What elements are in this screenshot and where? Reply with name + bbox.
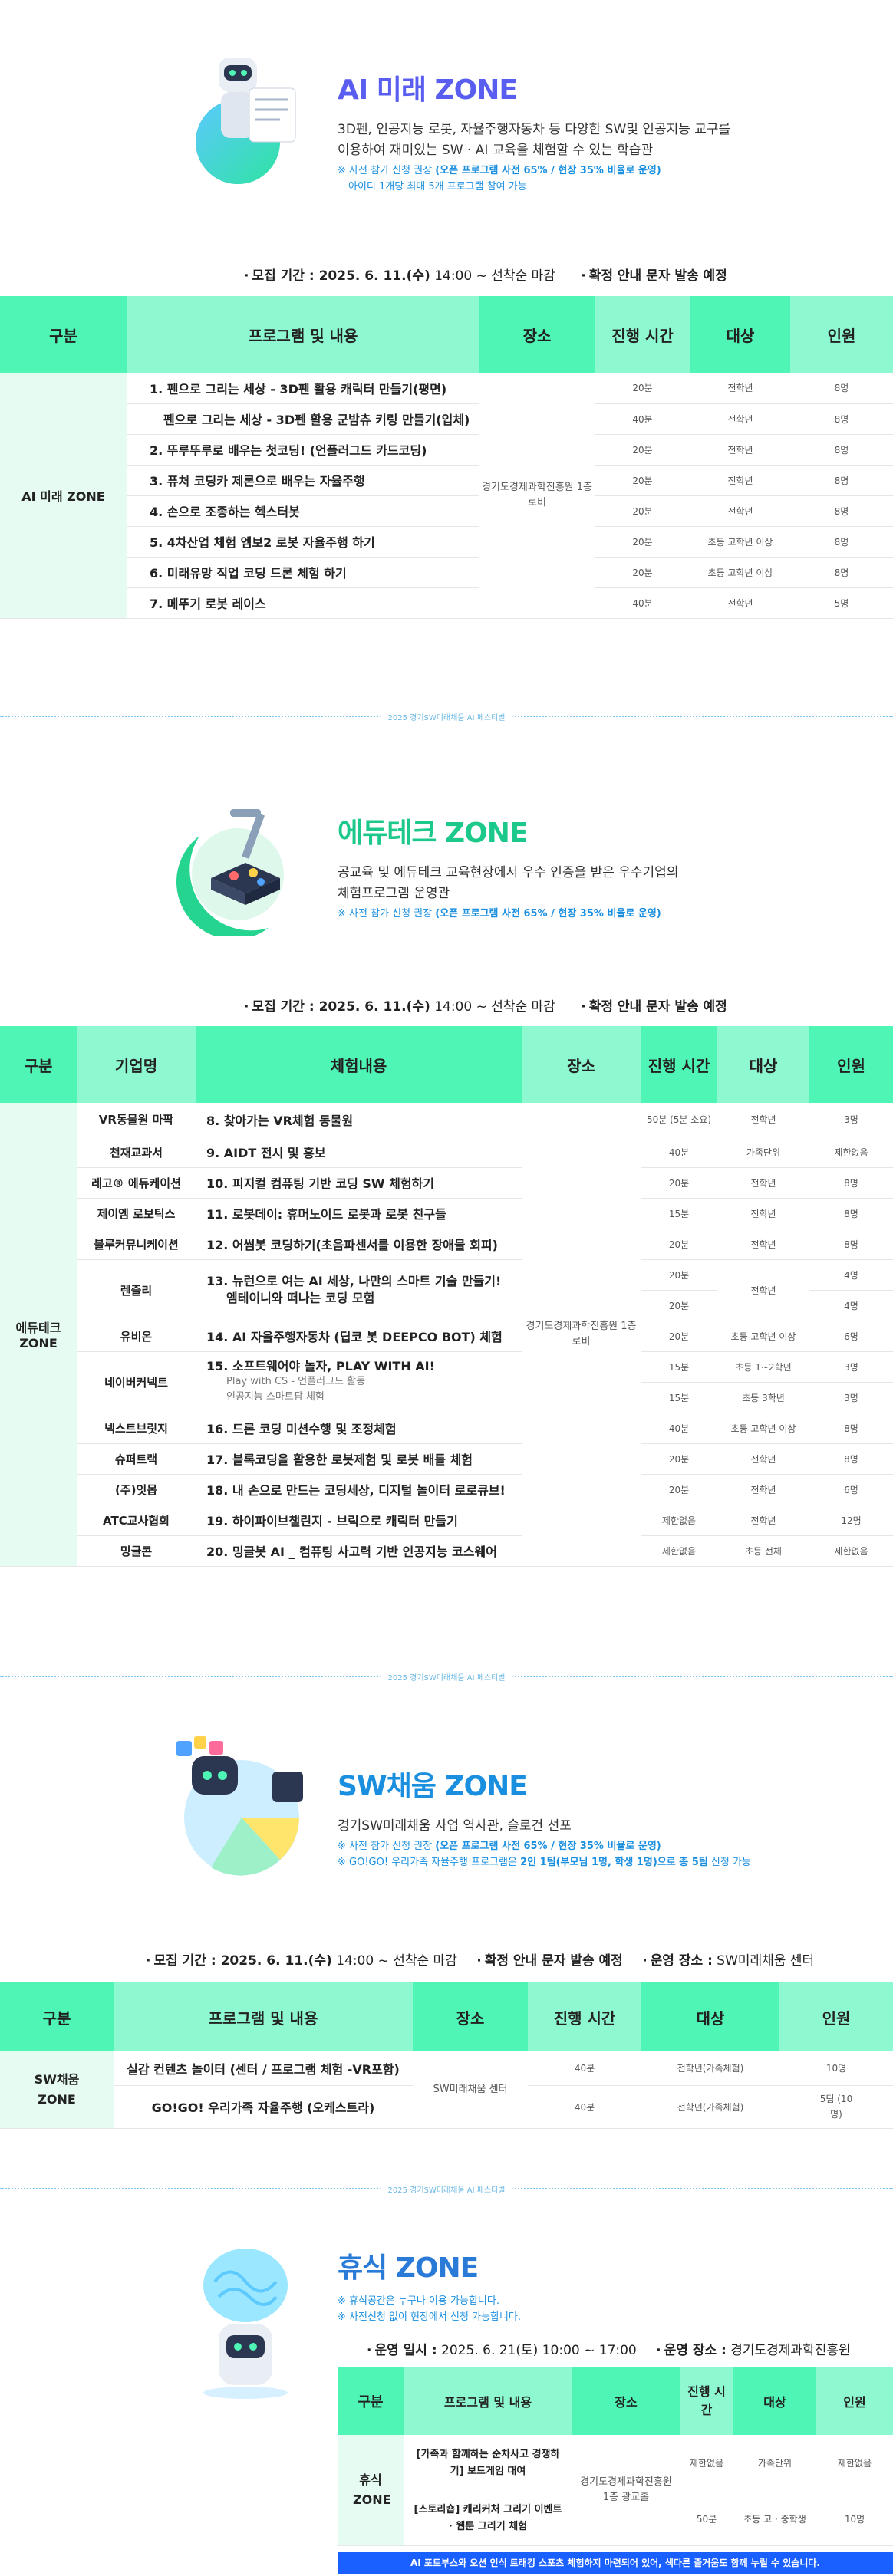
robot-icon xyxy=(196,58,296,184)
table-row: 7. 메뚜기 로봇 레이스 40분 전학년 5명 xyxy=(0,587,893,619)
ai-note-2: 아이디 1개당 최대 5개 프로그램 참여 가능 xyxy=(348,181,527,192)
sw-program-table: 구분 프로그램 및 내용 장소 진행 시간 대상 인원 SW채움 ZONE 실감… xyxy=(0,1982,893,2129)
edutech-zone-section: 에듀테크 ZONE 공교육 및 에듀테크 교육현장에서 우수 인증을 받은 우수… xyxy=(0,736,893,1672)
section-divider: 2025 경기SW미래채움 AI 페스티벌 xyxy=(0,2183,893,2195)
rest-note-2: ※ 사전신청 없이 현장에서 신청 가능합니다. xyxy=(338,2311,522,2323)
ai-zone-desc-2: 이용하여 재미있는 SW · AI 교육을 체험할 수 있는 학습관 xyxy=(338,143,654,158)
table-row: 4. 손으로 조종하는 헥스터봇 20분 전학년 8명 xyxy=(0,495,893,527)
rest-period: · 운영 일시 : 2025. 6. 21(토) 10:00 ~ 17:00 · 운… xyxy=(367,2343,851,2358)
table-row: 3. 퓨처 코딩카 제론으로 배우는 자율주행 20분 전학년 8명 xyxy=(0,465,893,496)
place-cell: 경기도경제과학진흥원 1층 광교홀 xyxy=(572,2435,680,2546)
ai-note-1-bold: (오픈 프로그램 사전 65% / 현장 35% 비율로 운영) xyxy=(435,165,661,176)
header-target: 대상 xyxy=(690,296,790,373)
table-row: 렌즐리 13. 뉴런으로 여는 AI 세상, 나만의 스마트 기술 만들기! 엠테… xyxy=(0,1259,893,1321)
sw-zone-section: SW채움 ZONE 경기SW미래채움 사업 역사관, 슬로건 선포 ※ 사전 참… xyxy=(0,1695,893,2186)
table-row: 5. 4차산업 체험 엠보2 로봇 자율주행 하기 20분 초등 고학년 이상 8명 xyxy=(0,526,893,558)
rest-zone-title: 휴식 ZONE xyxy=(338,2252,479,2284)
table-row: GO!GO! 우리가족 자율주행 (오케스트라) 40분 전학년(가족체험) 5… xyxy=(0,2085,893,2129)
table-row: 펜으로 그리는 세상 - 3D펜 활용 군밤츄 키링 만들기(입체) 40분 전학년… xyxy=(0,403,893,435)
place-cell: 경기도경제과학진흥원 1층 로비 xyxy=(522,1103,641,1567)
table-row: 제이엠 로보틱스 11. 로봇데이: 휴머노이드 로봇과 로봇 친구들 15분 전학년… xyxy=(0,1198,893,1229)
ai-zone-section: AI 미래 ZONE 3D펜, 인공지능 로봇, 자율주행자동차 등 다양한 S… xyxy=(0,0,893,713)
table-row: 천재교과서 9. AIDT 전시 및 홍보 40분 가족단위 제한없음 xyxy=(0,1137,893,1168)
place-cell: 경기도경제과학진흥원 1층 로비 xyxy=(479,373,595,619)
table-row: 15분 초등 3학년 3명 xyxy=(0,1382,893,1413)
table-row: [스토리숍] 캐리커처 그리기 이벤트 · 웹툰 그리기 체험 50분 초등 고… xyxy=(338,2492,893,2546)
table-row: (주)잇몹 18. 내 손으로 만드는 코딩세상, 디지털 놀이터 로로큐브! 20… xyxy=(0,1474,893,1505)
category-cell: 에듀테크 ZONE xyxy=(0,1103,77,1567)
category-cell: AI 미래 ZONE xyxy=(0,373,127,619)
rest-note-1: ※ 휴식공간은 누구나 이용 가능합니다. xyxy=(338,2295,499,2307)
table-row: 넥스트브릿지 16. 드론 코딩 미션수행 및 조정체험 40분 초등 고학년 이상 8… xyxy=(0,1413,893,1444)
table-row: 6. 미래유망 직업 코딩 드론 체험 하기 20분 초등 고학년 이상 8명 xyxy=(0,557,893,588)
table-row: 에듀테크 ZONE VR동물원 마팍 8. 찾아가는 VR체험 동물원 경기도경… xyxy=(0,1103,893,1567)
edutech-program-table: 구분 기업명 체험내용 장소 진행 시간 대상 인원 에듀테크 ZONE VR동… xyxy=(0,1026,893,1567)
ai-program-table: 구분 프로그램 및 내용 장소 진행 시간 대상 인원 AI 미래 ZONE 1… xyxy=(0,296,893,619)
table-row: 레고® 에듀케이션 10. 피지컬 컴퓨팅 기반 코딩 SW 체험하기 20분 전학년… xyxy=(0,1167,893,1199)
sw-note-1-bold: (오픈 프로그램 사전 65% / 현장 35% 비율로 운영) xyxy=(435,1841,661,1852)
table-row: 휴식 ZONE [가족과 함께하는 순차사고 경쟁하기] 보드게임 대여 경기도… xyxy=(338,2435,893,2546)
table-row: 블루커뮤니케이션 12. 어썸봇 코딩하기(초음파센서를 이용한 장애물 회피) 2… xyxy=(0,1229,893,1260)
header-place: 장소 xyxy=(479,296,595,373)
ai-robot-illustration xyxy=(176,42,307,188)
table-row: 슈퍼트랙 17. 블록코딩을 활용한 로봇제험 및 로봇 배틀 체험 20분 전학년 8… xyxy=(0,1443,893,1475)
rest-footnote: AI 포토부스와 오션 인식 트래킹 스포츠 체험하지 마련되어 있어, 색다른… xyxy=(338,2552,893,2574)
brain-icon xyxy=(203,2249,288,2399)
table-row: 2. 뚜루뚜루로 배우는 첫코딩! (언플러그드 카드코딩) 20분 전학년 8명 xyxy=(0,434,893,466)
section-divider: 2025 경기SW미래채움 AI 페스티벌 xyxy=(0,1671,893,1683)
ai-period: · 모집 기간 : 2025. 6. 11.(수) 14:00 ~ 선착순 마감 … xyxy=(244,268,727,284)
category-cell: SW채움 ZONE xyxy=(0,2051,114,2129)
sw-note-2: ※ GO!GO! 우리가족 자율주행 프로그램은 xyxy=(338,1857,517,1868)
edutech-desc-1: 공교육 및 에듀테크 교육현장에서 우수 인증을 받은 우수기업의 xyxy=(338,865,679,880)
rest-illustration xyxy=(192,2239,299,2400)
table-row: 유비온 14. AI 자율주행자동차 (딥코 봇 DEEPCO BOT) 체험 20… xyxy=(0,1321,893,1352)
section-divider: 2025 경기SW미래채움 AI 페스티벌 xyxy=(0,711,893,722)
edutech-note-1-bold: (오픈 프로그램 사전 65% / 현장 35% 비율로 운영) xyxy=(435,908,661,920)
sw-zone-title: SW채움 ZONE xyxy=(338,1771,528,1802)
sw-illustration xyxy=(165,1726,311,1879)
edutech-illustration xyxy=(176,790,307,939)
table-row: AI 미래 ZONE 1. 펜으로 그리는 세상 - 3D펜 활용 캐릭터 만들… xyxy=(0,373,893,619)
sw-note-2-suffix: 신청 가능 xyxy=(710,1857,751,1868)
sw-period: · 모집 기간 : 2025. 6. 11.(수) 14:00 ~ 선착순 마감 … xyxy=(146,1953,815,1969)
edutech-desc-2: 체험프로그램 운영관 xyxy=(338,886,450,901)
robot-vr-icon xyxy=(176,1736,303,1876)
edutech-note-1: ※ 사전 참가 신청 권장 xyxy=(338,908,433,920)
place-cell: SW미래채움 센터 xyxy=(413,2051,528,2129)
table-row: 네이버커넥트 15. 소프트웨어야 놀자, PLAY WITH AI! Play … xyxy=(0,1351,893,1413)
ai-zone-desc-1: 3D펜, 인공지능 로봇, 자율주행자동차 등 다양한 SW및 인공지능 교구를 xyxy=(338,122,731,137)
ai-note-1: ※ 사전 참가 신청 권장 xyxy=(338,165,433,176)
table-row: SW채움 ZONE 실감 컨텐츠 놀이터 (센터 / 프로그램 체험 -VR포함… xyxy=(0,2051,893,2129)
edutech-period: · 모집 기간 : 2025. 6. 11.(수) 14:00 ~ 선착순 마감 … xyxy=(244,999,727,1015)
sw-note-2-bold: 2인 1팀(부모님 1명, 학생 1명)으로 총 5팀 xyxy=(520,1857,708,1868)
table-row: 20분 4명 xyxy=(0,1290,893,1321)
header-time: 진행 시간 xyxy=(595,296,690,373)
category-cell: 휴식 ZONE xyxy=(338,2435,404,2546)
header-count: 인원 xyxy=(790,296,893,373)
table-row: 밍글콘 20. 밍글봇 AI _ 컴퓨팅 사고력 기반 인공지능 코스웨어 제한없음… xyxy=(0,1535,893,1567)
rest-program-table: 구분 프로그램 및 내용 장소 진행 시간 대상 인원 휴식 ZONE [가족과… xyxy=(338,2367,893,2546)
ai-zone-title: AI 미래 ZONE xyxy=(338,74,518,106)
robot-arm-icon xyxy=(176,809,284,939)
header-category: 구분 xyxy=(0,296,127,373)
edutech-zone-title: 에듀테크 ZONE xyxy=(338,818,528,849)
table-row: ATC교사협회 19. 하이파이브챌린지 - 브릭으로 캐릭터 만들기 제한없음 전학… xyxy=(0,1505,893,1536)
header-program: 프로그램 및 내용 xyxy=(127,296,479,373)
rest-zone-section: 휴식 ZONE ※ 휴식공간은 누구나 이용 가능합니다. ※ 사전신청 없이 … xyxy=(0,2209,893,2576)
sw-desc-1: 경기SW미래채움 사업 역사관, 슬로건 선포 xyxy=(338,1818,572,1834)
sw-note-1: ※ 사전 참가 신청 권장 xyxy=(338,1841,433,1852)
